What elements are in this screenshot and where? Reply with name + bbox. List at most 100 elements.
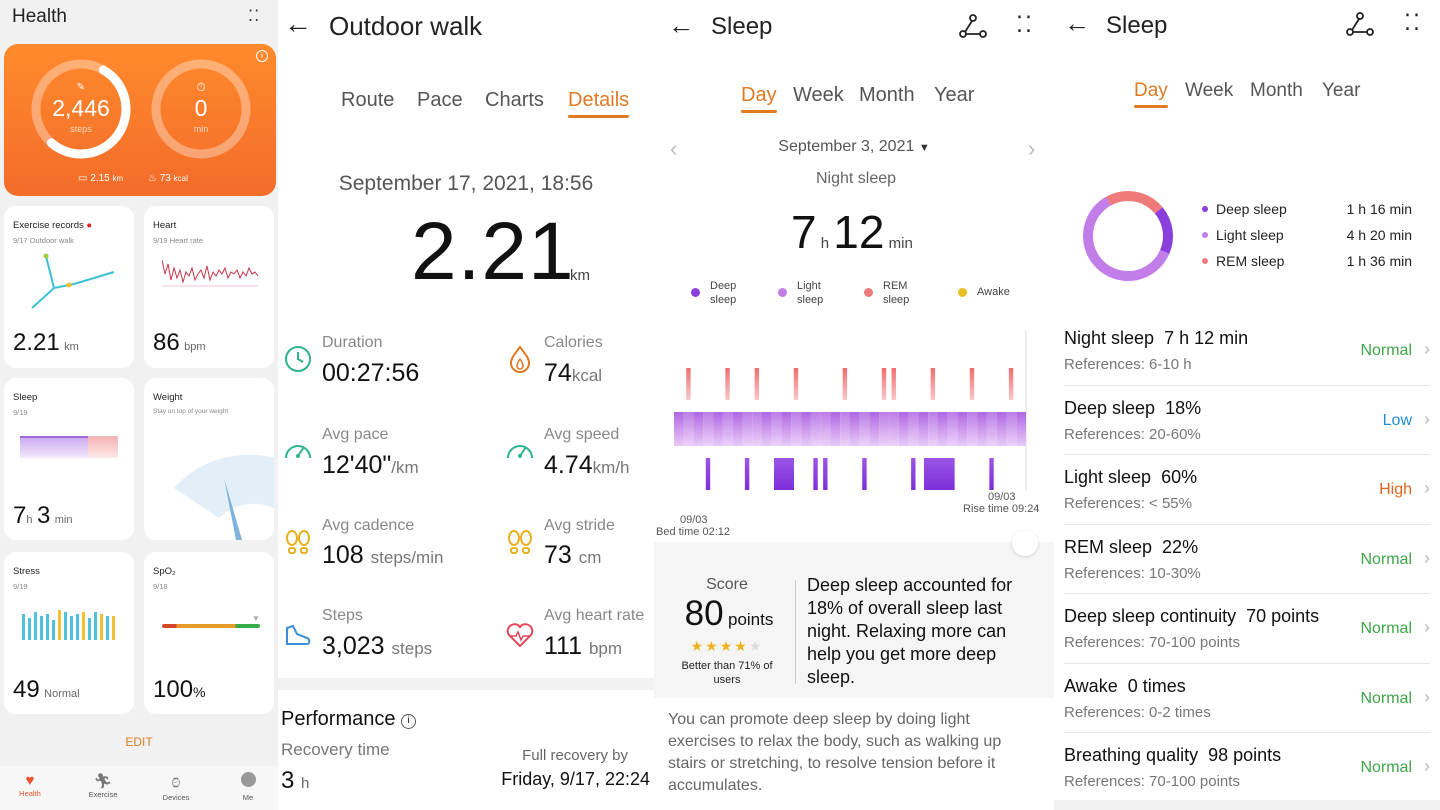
tab-day[interactable]: Day	[741, 84, 777, 113]
light-sleep-segment	[1006, 412, 1017, 446]
stat-row-status: Normal	[1360, 550, 1412, 568]
exercise-distance: 2.21 km	[13, 329, 79, 356]
light-sleep-segment	[820, 412, 831, 446]
bottom-nav: ♥ Health 🏃︎ Exercise ⌚︎ Devices Me	[0, 766, 278, 810]
steps-ring	[31, 59, 131, 159]
next-day-icon[interactable]: ›	[1028, 136, 1036, 161]
light-sleep-segment	[840, 412, 850, 446]
stress-value: 49 Normal	[13, 676, 80, 703]
stress-card[interactable]: Stress 9/19 49 Normal	[4, 552, 134, 714]
heart-value: 86 bpm	[153, 329, 206, 356]
chevron-right-icon: ›	[1424, 617, 1430, 637]
rem-sleep-segment	[969, 368, 975, 400]
share-graph-icon[interactable]	[958, 14, 988, 40]
back-arrow-icon[interactable]: ←	[284, 8, 312, 39]
stat-row[interactable]: Awake 0 times References: 0-2 times Normal…	[1054, 670, 1440, 740]
sleep-bar-chart	[20, 436, 118, 458]
sleep-title: Sleep	[1106, 12, 1168, 39]
light-sleep-segment	[830, 412, 841, 446]
info-icon[interactable]: i	[401, 714, 417, 729]
nav-me[interactable]: Me	[230, 772, 266, 802]
nav-devices[interactable]: ⌚︎ Devices	[156, 772, 196, 802]
light-sleep-segment	[918, 412, 929, 446]
performance-title: Performance i	[281, 708, 417, 731]
stat-row[interactable]: Deep sleep 18% References: 20-60% Low ›	[1054, 392, 1440, 462]
light-sleep-segment	[771, 412, 782, 446]
edit-button[interactable]: EDIT	[125, 735, 153, 749]
tab-month[interactable]: Month	[859, 84, 915, 106]
running-icon: 🏃︎	[93, 773, 113, 790]
stat-row[interactable]: REM sleep 22% References: 10-30% Normal ›	[1054, 531, 1440, 601]
light-sleep-segment	[801, 412, 811, 446]
steps-label: steps	[70, 124, 92, 134]
more-icon[interactable]: ⁚⁚	[1404, 10, 1422, 35]
tab-route[interactable]: Route	[341, 89, 395, 111]
stat-row-title: Awake 0 times	[1064, 675, 1186, 696]
stat-row[interactable]: Night sleep 7 h 12 min References: 6-10 h…	[1054, 322, 1440, 392]
breakdown-deep-value: 1 h 16 min	[1346, 201, 1412, 217]
heart-card[interactable]: Heart 9/19 Heart rate 86 bpm	[144, 206, 274, 368]
tab-pace[interactable]: Pace	[417, 89, 463, 111]
activity-rings-card[interactable]: ✎ 2,446 steps ⏱ 0 min i ▭ 2.15 km ♨ 73 k…	[4, 44, 276, 196]
duration-label: Duration	[322, 334, 383, 351]
footprints-icon	[508, 530, 532, 554]
light-sleep-segment	[996, 412, 1007, 446]
stat-row-reference: References: 6-10 h	[1064, 356, 1192, 373]
expand-handle[interactable]	[1012, 530, 1038, 556]
deep-sleep-segment	[924, 458, 952, 490]
weight-card[interactable]: Weight Stay on top of your weight	[144, 378, 274, 540]
light-sleep-segment	[693, 412, 704, 446]
info-icon[interactable]: i	[256, 50, 268, 62]
tab-month[interactable]: Month	[1250, 80, 1303, 101]
stat-row[interactable]: Light sleep 60% References: < 55% High ›	[1054, 461, 1440, 531]
legend-light: Light sleep	[797, 280, 824, 306]
minutes-ring	[151, 59, 251, 159]
stat-row-title: Deep sleep continuity 70 points	[1064, 606, 1320, 626]
stat-row-title: REM sleep 22%	[1064, 536, 1199, 557]
stat-row-status: High	[1379, 481, 1412, 498]
share-graph-icon[interactable]	[1345, 12, 1375, 38]
bed-date: 09/03	[680, 514, 708, 526]
tab-details[interactable]: Details	[568, 89, 630, 118]
light-sleep-segment	[859, 412, 870, 446]
light-sleep-segment	[977, 412, 987, 446]
avg-speed-label: Avg speed	[544, 426, 620, 443]
tab-charts[interactable]: Charts	[485, 89, 544, 111]
stat-row[interactable]: Deep sleep continuity 70 points Reference…	[1054, 600, 1440, 670]
rise-date: 09/03	[988, 491, 1016, 503]
more-icon[interactable]: ⁚⁚	[1016, 12, 1034, 37]
sleep-score-card: Score 80 points ★★★★★ Better than 71% of…	[654, 530, 1054, 698]
prev-day-icon[interactable]: ‹	[670, 136, 678, 161]
nav-exercise[interactable]: 🏃︎ Exercise	[85, 772, 121, 799]
spo2-card[interactable]: SpO₂ 9/18 ▼ 100%	[144, 552, 274, 714]
light-sleep-segment	[889, 412, 899, 446]
tab-year[interactable]: Year	[1322, 80, 1361, 101]
score-divider	[795, 580, 796, 684]
date-selector[interactable]: September 3, 2021 ▼	[778, 138, 930, 155]
stat-row[interactable]: Breathing quality 98 points References: 7…	[1054, 739, 1440, 809]
rem-sleep-dot	[864, 288, 873, 297]
back-arrow-icon[interactable]: ←	[1064, 8, 1090, 38]
weight-title: Weight	[153, 392, 183, 403]
legend-awake: Awake	[977, 286, 1010, 298]
section-divider	[278, 678, 654, 690]
bed-time: Bed time 02:12	[656, 526, 730, 538]
sleep-card[interactable]: Sleep 9/19 7h 3 min	[4, 378, 134, 540]
indicator-triangle-icon: ▼	[252, 614, 260, 623]
tab-year[interactable]: Year	[934, 84, 975, 106]
tab-week[interactable]: Week	[1185, 80, 1234, 101]
spo2-scale	[162, 624, 260, 628]
deep-sleep-segment	[862, 458, 867, 490]
walk-distance: 2.21	[411, 206, 575, 297]
nav-health[interactable]: ♥ Health	[12, 772, 48, 798]
more-icon[interactable]: ⁚⁚	[248, 8, 261, 25]
back-arrow-icon[interactable]: ←	[668, 10, 694, 40]
rem-sleep-segment	[754, 368, 760, 400]
deep-sleep-segment	[744, 458, 750, 490]
tab-day[interactable]: Day	[1134, 80, 1168, 108]
light-sleep-segment	[869, 412, 880, 446]
tab-week[interactable]: Week	[793, 84, 844, 106]
light-sleep-segment	[986, 412, 997, 446]
light-sleep-dot	[1202, 232, 1208, 238]
exercise-records-card[interactable]: Exercise records ● 9/17 Outdoor walk 2.2…	[4, 206, 134, 368]
